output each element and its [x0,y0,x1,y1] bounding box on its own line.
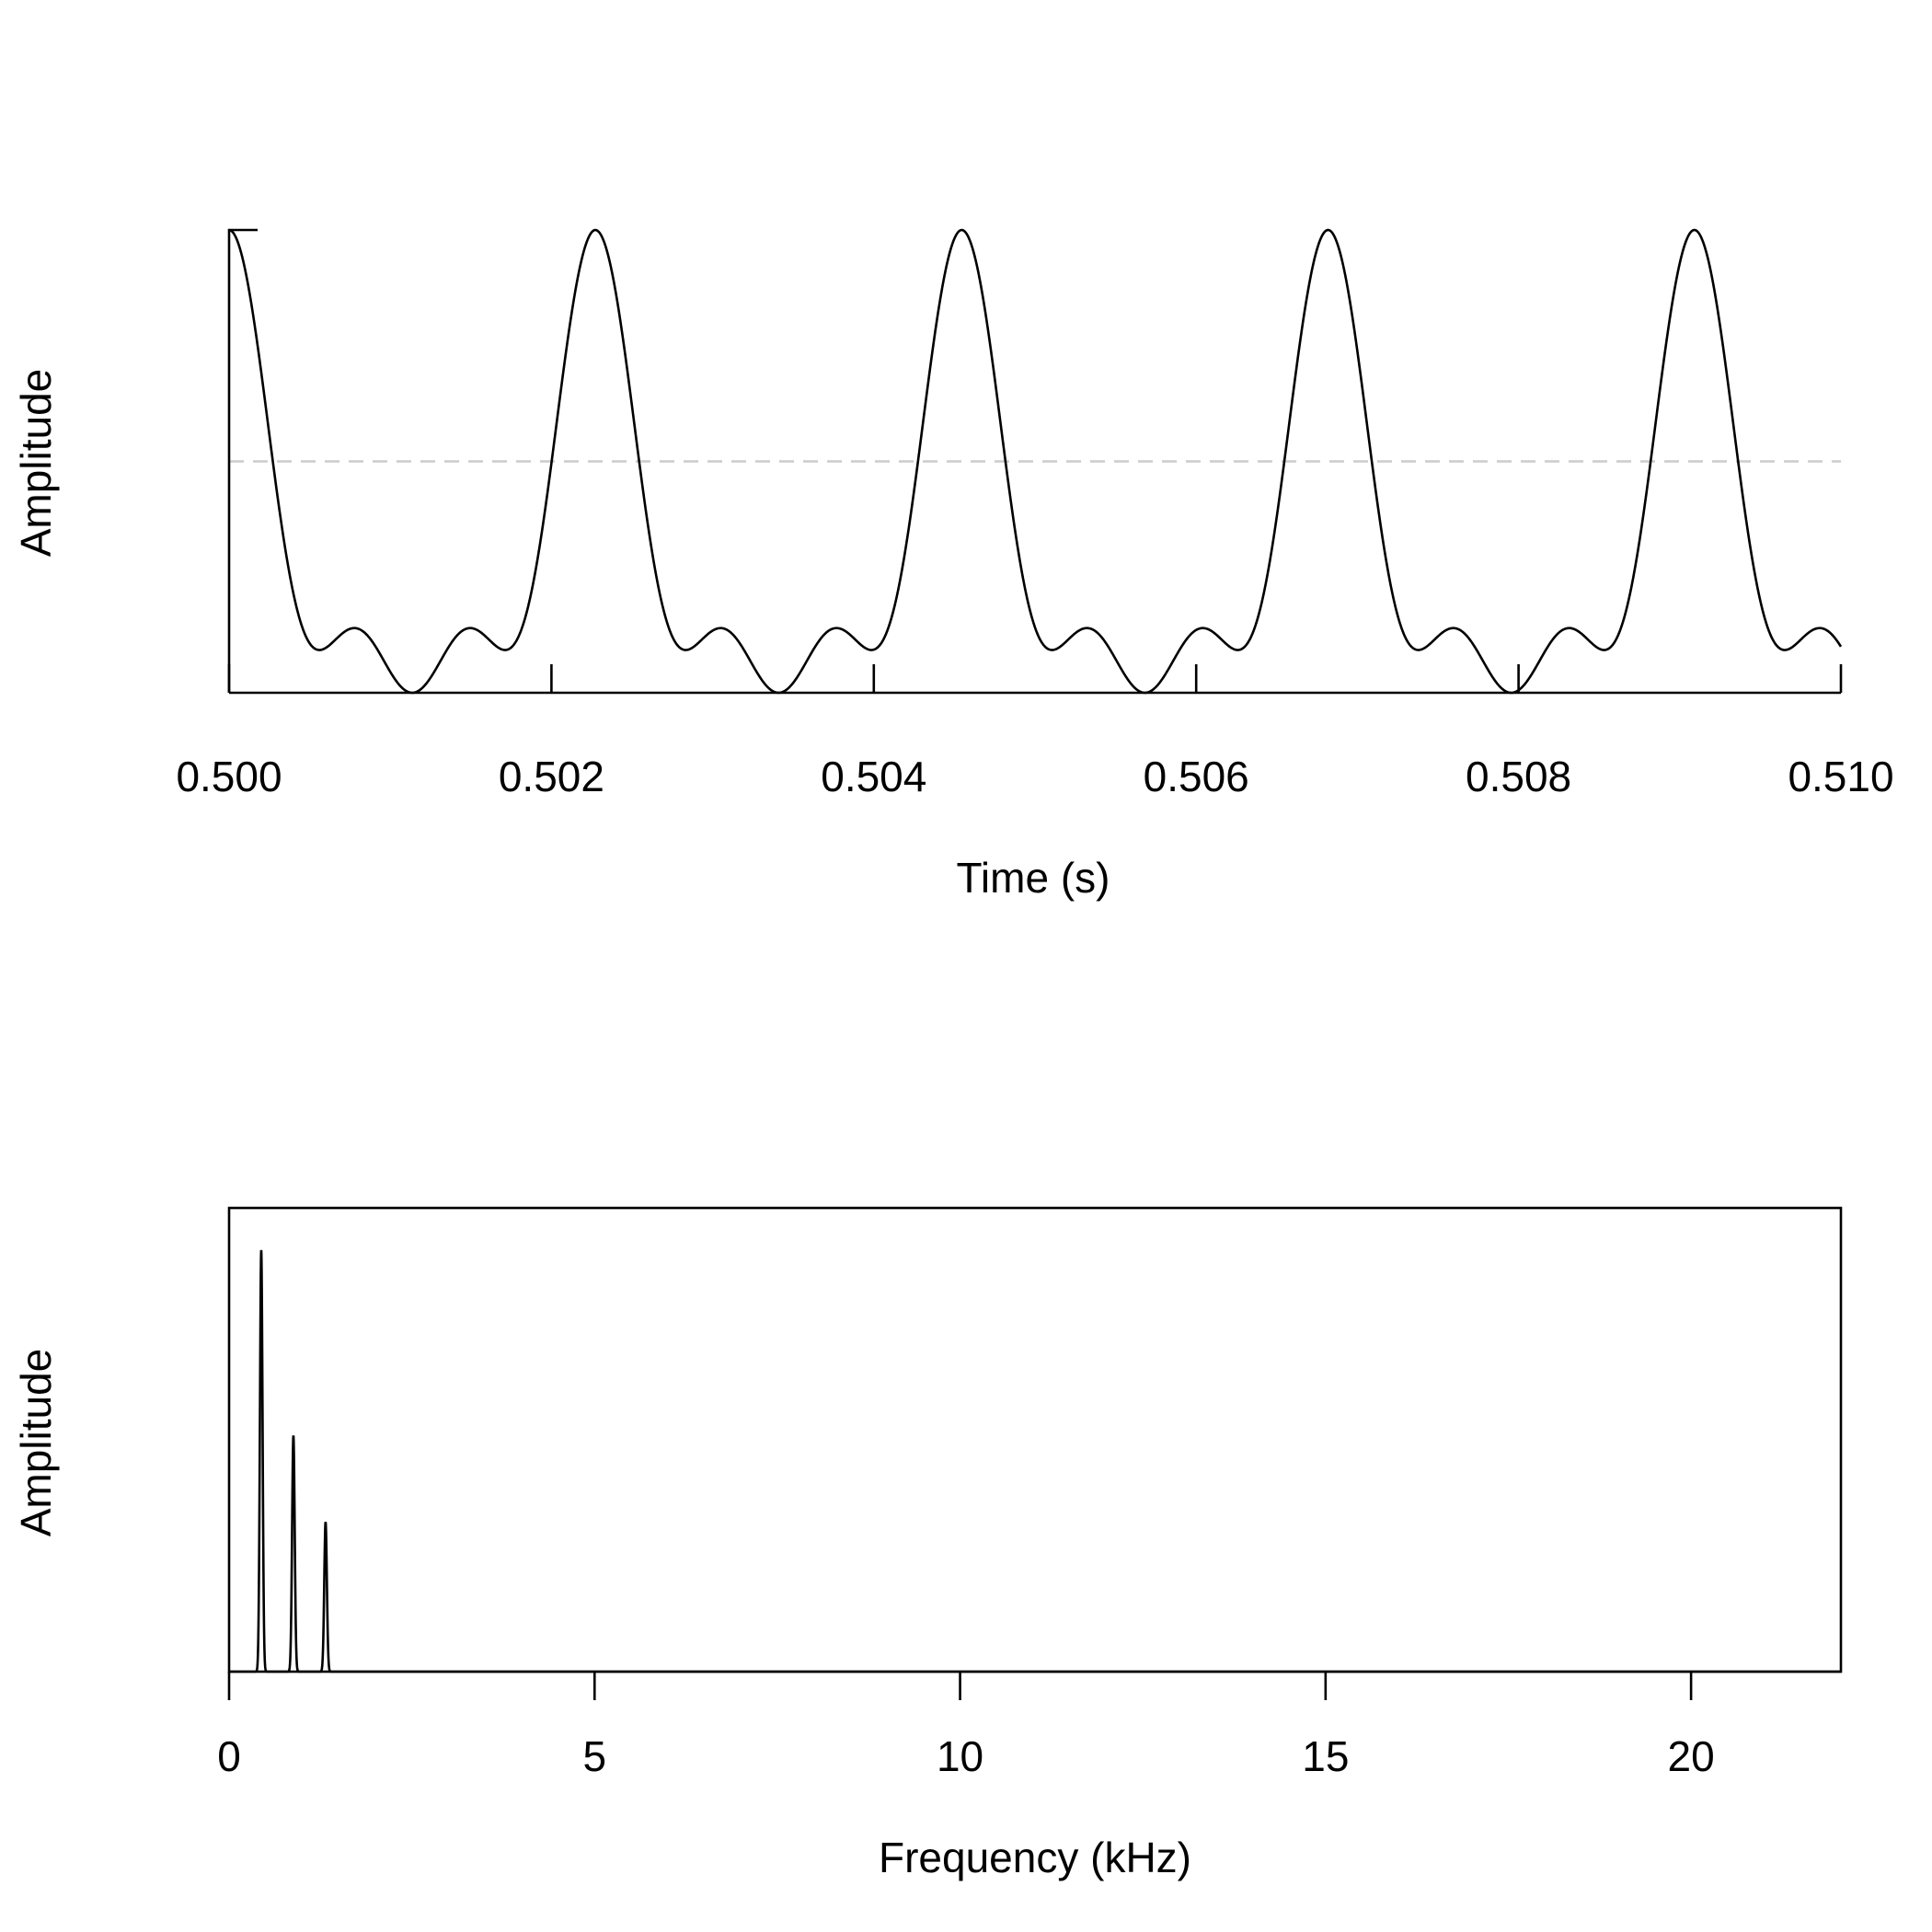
x-tick-label: 15 [1302,1732,1349,1780]
x-axis-label: Time (s) [957,854,1110,902]
plot-box [227,1206,1843,1673]
x-tick-label: 10 [937,1732,983,1780]
x-tick-label: 5 [582,1732,606,1780]
y-axis-label: Amplitude [12,369,60,558]
x-tick-label: 0 [217,1732,241,1780]
y-axis-label: Amplitude [12,1349,60,1537]
x-tick-label: 0.504 [821,753,926,800]
x-tick-label: 0.502 [499,753,604,800]
x-tick-label: 0.510 [1788,753,1893,800]
y-axis [227,228,258,693]
spectrum-series-line [229,1249,1841,1673]
x-tick-label: 0.506 [1144,753,1249,800]
x-axis-ticks: 0.500 0.502 0.504 0.506 0.508 0.510 [176,664,1894,800]
x-axis-ticks: 0 5 10 15 20 [217,1672,1715,1780]
x-axis-label: Frequency (kHz) [879,1834,1191,1881]
waveform-panel: 0.500 0.502 0.504 0.506 0.508 0.510 Time (s) … [12,228,1894,902]
waveform-series-line [228,228,1843,695]
x-tick-label: 20 [1668,1732,1715,1780]
x-tick-label: 0.500 [176,753,282,800]
spectrum-panel: 0 5 10 15 20 Frequency (kHz) Amplitude [12,1206,1843,1881]
x-tick-label: 0.508 [1466,753,1571,800]
